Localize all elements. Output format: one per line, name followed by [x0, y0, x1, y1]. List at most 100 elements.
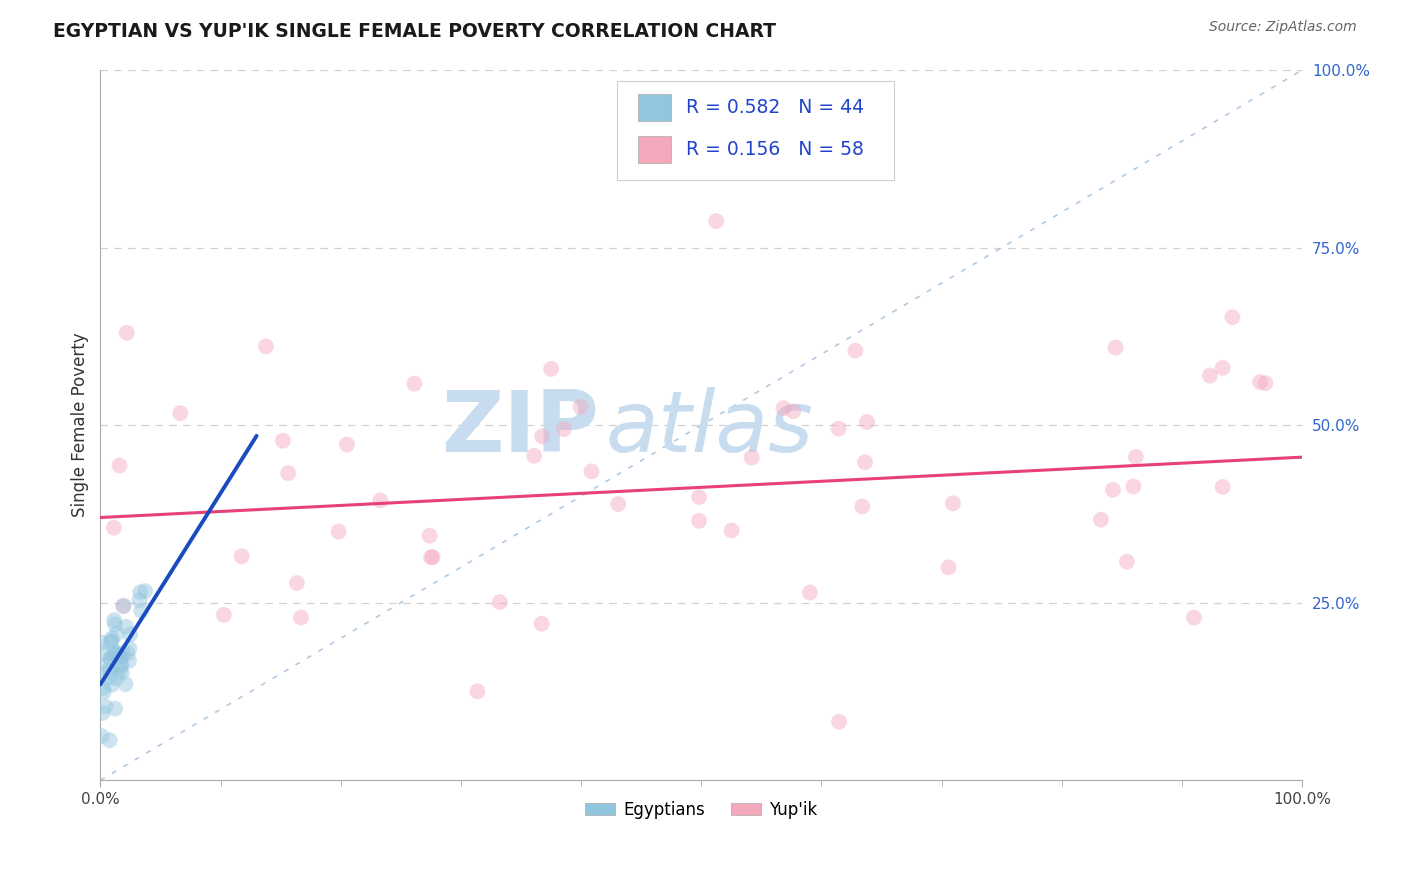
Point [98, 671, 121, 685]
Point [488, 595, 510, 609]
Point [1222, 310, 1244, 325]
Point [169, 406, 191, 420]
Point [607, 497, 630, 511]
Point [105, 626, 128, 640]
Point [851, 500, 873, 514]
Point [94, 699, 117, 714]
Text: atlas: atlas [605, 387, 813, 470]
Point [1199, 368, 1222, 383]
Point [103, 521, 125, 535]
Point [212, 607, 235, 622]
Point [100, 634, 122, 648]
Point [1104, 341, 1126, 355]
Point [100, 651, 122, 665]
Point [118, 654, 141, 668]
Point [942, 496, 965, 510]
Point [115, 326, 138, 340]
Point [111, 665, 134, 680]
Point [720, 524, 742, 538]
Point [90, 665, 112, 680]
Point [419, 529, 441, 543]
Point [231, 549, 253, 564]
Point [1125, 450, 1147, 464]
Point [404, 376, 426, 391]
Point [1102, 483, 1125, 497]
Point [328, 524, 350, 539]
Point [129, 585, 152, 599]
Y-axis label: Single Female Poverty: Single Female Poverty [72, 333, 89, 517]
Point [91, 706, 114, 720]
Point [254, 339, 277, 353]
Point [100, 678, 122, 692]
Point [1122, 479, 1144, 493]
Point [96, 657, 118, 672]
Point [110, 649, 132, 664]
Point [530, 616, 553, 631]
Point [108, 458, 131, 473]
Point [290, 610, 312, 624]
Point [98, 733, 121, 747]
Point [569, 400, 592, 414]
Point [103, 613, 125, 627]
Point [853, 455, 876, 469]
Point [799, 585, 821, 599]
Point [112, 599, 135, 613]
Point [107, 647, 129, 661]
Point [115, 620, 138, 634]
Point [1249, 375, 1271, 389]
Point [285, 576, 308, 591]
Point [277, 466, 299, 480]
Point [93, 685, 115, 699]
Point [108, 649, 131, 664]
Point [271, 434, 294, 448]
Point [688, 490, 710, 504]
Point [553, 422, 575, 436]
Point [90, 729, 112, 743]
Point [1182, 610, 1205, 624]
Point [938, 560, 960, 574]
Text: Source: ZipAtlas.com: Source: ZipAtlas.com [1209, 20, 1357, 34]
Point [100, 632, 122, 646]
Point [98, 664, 121, 678]
Point [91, 646, 114, 660]
Point [540, 362, 562, 376]
Point [422, 549, 444, 564]
Text: R = 0.156   N = 58: R = 0.156 N = 58 [686, 140, 863, 159]
Point [782, 404, 804, 418]
Point [104, 645, 127, 659]
Point [120, 627, 142, 641]
Point [110, 658, 132, 673]
Point [688, 514, 710, 528]
Point [104, 701, 127, 715]
Point [1090, 513, 1112, 527]
Point [420, 550, 443, 565]
Legend: Egyptians, Yup'ik: Egyptians, Yup'ik [579, 794, 824, 825]
Point [112, 599, 135, 614]
Point [827, 422, 849, 436]
Point [581, 464, 603, 478]
Point [370, 493, 392, 508]
Point [1254, 376, 1277, 391]
Point [1212, 360, 1234, 375]
FancyBboxPatch shape [617, 80, 894, 180]
Point [91, 681, 114, 695]
Point [90, 635, 112, 649]
Point [111, 647, 134, 661]
Point [523, 449, 546, 463]
Point [856, 415, 879, 429]
Point [117, 646, 139, 660]
Point [134, 584, 156, 599]
Point [108, 664, 131, 678]
Text: ZIP: ZIP [441, 387, 599, 470]
Point [103, 647, 125, 661]
Point [772, 401, 794, 416]
Point [704, 214, 727, 228]
Point [114, 677, 136, 691]
Point [105, 671, 128, 685]
Point [467, 684, 489, 698]
Text: EGYPTIAN VS YUP'IK SINGLE FEMALE POVERTY CORRELATION CHART: EGYPTIAN VS YUP'IK SINGLE FEMALE POVERTY… [53, 22, 776, 41]
Point [129, 604, 152, 618]
Point [336, 437, 359, 451]
Point [128, 593, 150, 607]
Point [844, 343, 866, 358]
